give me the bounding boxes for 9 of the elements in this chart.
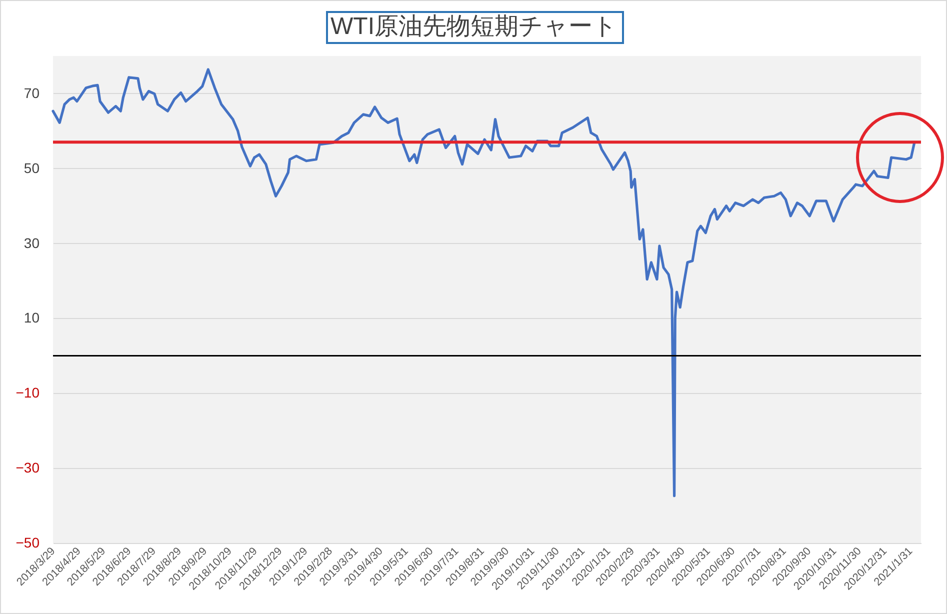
y-tick-label: 10 — [24, 310, 40, 326]
line-series — [52, 68, 916, 498]
y-tick-label: 30 — [24, 234, 40, 251]
y-tick-label: −10 — [16, 384, 40, 401]
y-tick-label: 70 — [24, 84, 40, 101]
y-tick-label: −50 — [16, 534, 40, 550]
chart-title: WTI原油先物短期チャート — [330, 13, 618, 40]
y-tick-label: −30 — [16, 460, 40, 476]
y-tick-label: 50 — [24, 160, 40, 176]
